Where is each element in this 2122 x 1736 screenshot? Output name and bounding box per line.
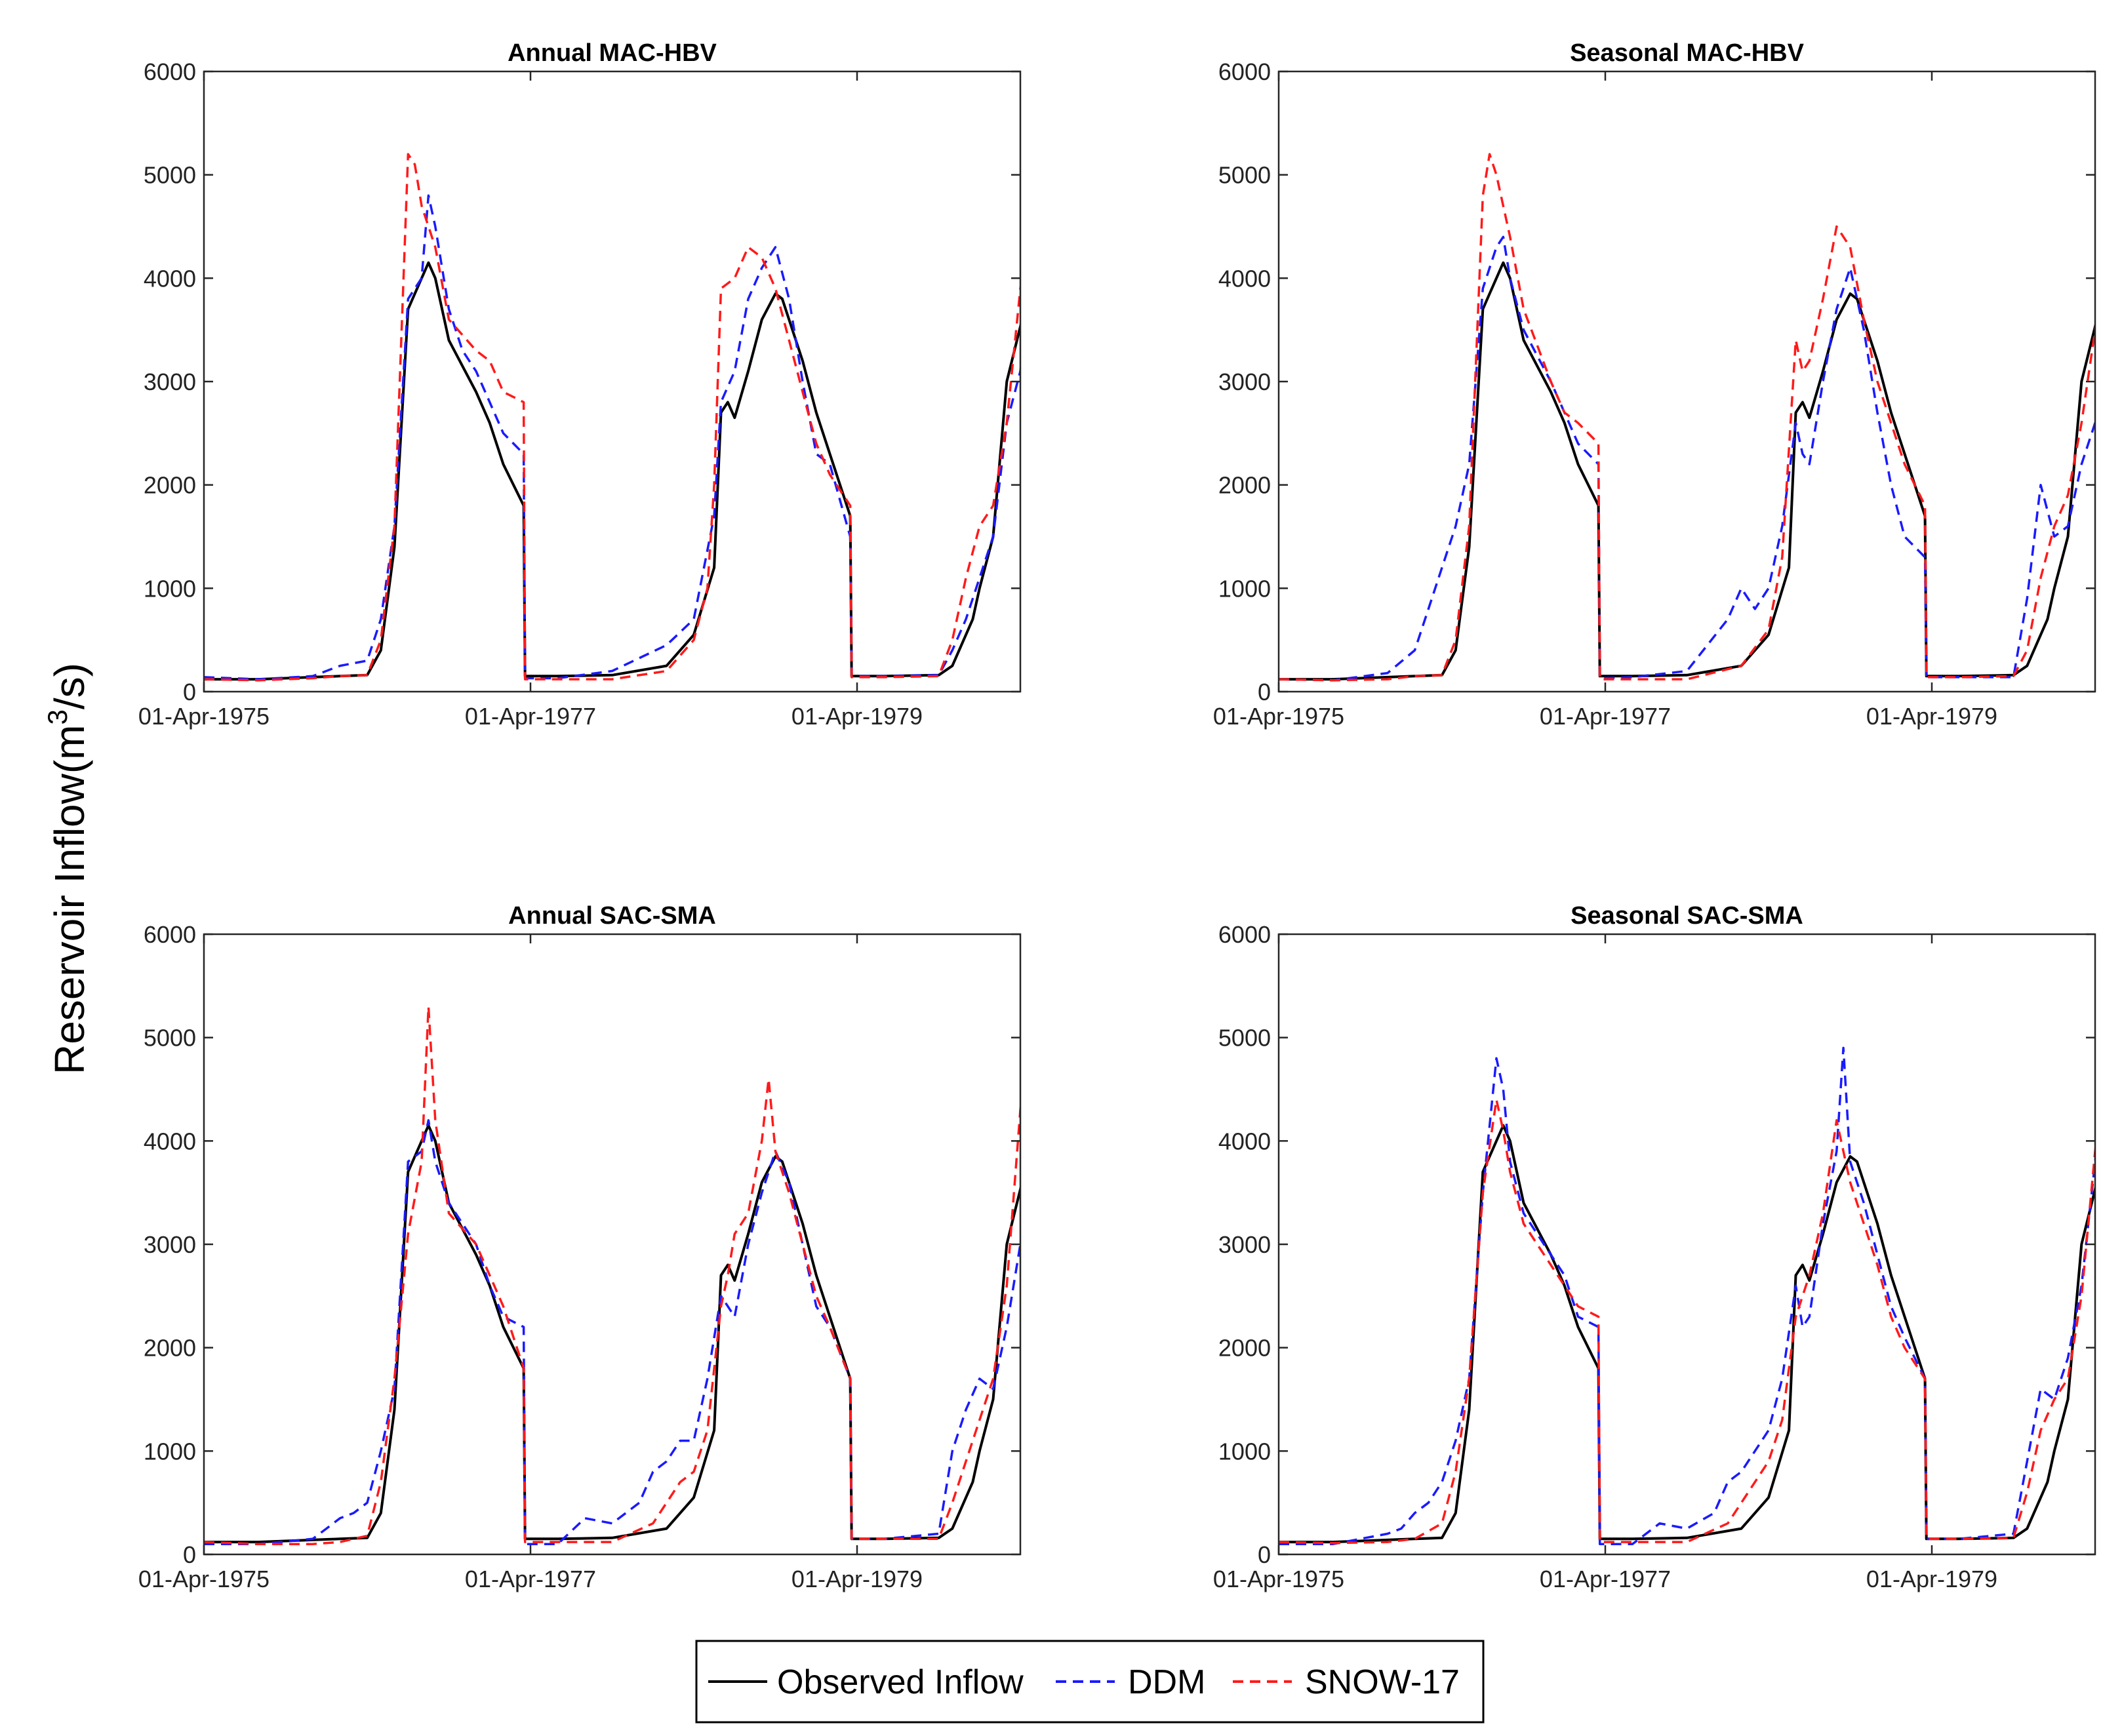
panel-seasonal-mac-hbv: 0 1000 2000 3000 4000 5000 6000 01-Apr-1975 01-A…: [1213, 39, 2096, 730]
y-tick-label: 4000: [144, 265, 196, 292]
legend: Observed Inflow DDM SNOW-17: [695, 1640, 1485, 1724]
y-tick-label: 0: [183, 679, 196, 705]
series-line-ddm-seasonal-mac-hbv: [1279, 235, 2095, 682]
panel-annual-sac-sma: 0 1000 2000 3000 4000 5000 6000 01-Apr-1975 01-A…: [138, 902, 1022, 1592]
y-tick-label: 5000: [1218, 162, 1271, 189]
y-tick-label: 3000: [144, 1231, 196, 1258]
series-line-snow-17-annual-mac-hbv: [204, 153, 1020, 682]
plot-area-seasonal-mac-hbv: [1279, 71, 2095, 692]
panel-seasonal-sac-sma: 0 1000 2000 3000 4000 5000 6000 01-Apr-1975 01-A…: [1213, 902, 2096, 1592]
y-tick-label: 1000: [144, 1438, 196, 1465]
y-tick-label: 1000: [144, 575, 196, 602]
y-axis-label: Reservoir Inflow(m3/s): [42, 663, 93, 1075]
y-axis-label-sup: 3: [42, 709, 73, 724]
x-tick-label: 01-Apr-1979: [1866, 703, 1997, 730]
series-line-observed-inflow-annual-mac-hbv: [204, 261, 1020, 681]
x-tick-label: 01-Apr-1979: [791, 1566, 923, 1592]
y-tick-label: 0: [1258, 679, 1271, 705]
y-tick-label: 5000: [144, 1025, 196, 1052]
series-group-seasonal-sac-sma: [1279, 1046, 2095, 1545]
chart-title-annual-mac-hbv: Annual MAC-HBV: [508, 39, 717, 67]
chart-title-seasonal-mac-hbv: Seasonal MAC-HBV: [1570, 39, 1804, 67]
y-tick-label: 0: [1258, 1541, 1271, 1568]
y-tick-label: 6000: [144, 58, 196, 85]
x-tick-label: 01-Apr-1975: [1213, 703, 1344, 730]
y-axis-label-end: /s): [46, 663, 93, 709]
x-tick-label: 01-Apr-1975: [138, 703, 270, 730]
plot-area-seasonal-sac-sma: [1279, 934, 2095, 1554]
x-tick-label: 01-Apr-1977: [1540, 703, 1671, 730]
y-tick-label: 3000: [1218, 368, 1271, 395]
y-tick-label: 2000: [1218, 1335, 1271, 1362]
series-group-annual-sac-sma: [204, 1005, 1020, 1545]
y-tick-label: 4000: [144, 1128, 196, 1154]
legend-label-snow17: SNOW-17: [1305, 1663, 1460, 1701]
y-axis-label-main: Reservoir Inflow(m: [46, 725, 93, 1075]
y-tick-label: 6000: [144, 921, 196, 948]
y-tick-label: 3000: [1218, 1231, 1271, 1258]
y-tick-label: 5000: [1218, 1025, 1271, 1052]
y-tick-label: 3000: [144, 368, 196, 395]
series-line-observed-inflow-seasonal-sac-sma: [1279, 1124, 2095, 1544]
x-tick-label: 01-Apr-1977: [465, 703, 596, 730]
plot-area-annual-sac-sma: [204, 934, 1020, 1554]
series-group-seasonal-mac-hbv: [1279, 153, 2095, 682]
series-line-snow-17-seasonal-mac-hbv: [1279, 153, 2095, 682]
y-tick-label: 4000: [1218, 265, 1271, 292]
y-tick-label: 2000: [144, 1335, 196, 1362]
x-tick-label: 01-Apr-1979: [791, 703, 923, 730]
y-tick-label: 2000: [144, 472, 196, 499]
plot-area-annual-mac-hbv: [204, 71, 1020, 692]
x-tick-label: 01-Apr-1979: [1866, 1566, 1997, 1592]
legend-label-observed: Observed Inflow: [777, 1663, 1024, 1701]
y-tick-label: 6000: [1218, 921, 1271, 948]
x-tick-label: 01-Apr-1975: [1213, 1566, 1344, 1592]
chart-title-seasonal-sac-sma: Seasonal SAC-SMA: [1571, 902, 1803, 930]
series-line-observed-inflow-seasonal-mac-hbv: [1279, 261, 2095, 681]
series-line-snow-17-annual-sac-sma: [204, 1005, 1020, 1545]
x-tick-label: 01-Apr-1977: [1540, 1566, 1671, 1592]
series-line-observed-inflow-annual-sac-sma: [204, 1124, 1020, 1544]
series-group-annual-mac-hbv: [204, 153, 1020, 682]
y-tick-label: 6000: [1218, 58, 1271, 85]
legend-label-ddm: DDM: [1128, 1663, 1205, 1701]
series-line-ddm-annual-sac-sma: [204, 1119, 1020, 1545]
x-tick-label: 01-Apr-1975: [138, 1566, 270, 1592]
series-line-snow-17-seasonal-sac-sma: [1279, 1098, 2095, 1545]
y-tick-label: 1000: [1218, 575, 1271, 602]
y-tick-label: 0: [183, 1541, 196, 1568]
y-tick-label: 1000: [1218, 1438, 1271, 1465]
y-tick-label: 4000: [1218, 1128, 1271, 1154]
chart-title-annual-sac-sma: Annual SAC-SMA: [508, 902, 716, 930]
y-tick-label: 5000: [144, 162, 196, 189]
x-tick-label: 01-Apr-1977: [465, 1566, 596, 1592]
series-line-ddm-seasonal-sac-sma: [1279, 1046, 2095, 1545]
panels: 0 1000 2000 3000 4000 5000 6000 01-Apr-1975 01-A…: [138, 39, 2096, 1592]
panel-annual-mac-hbv: 0 1000 2000 3000 4000 5000 6000 01-Apr-1975 01-A…: [138, 39, 1022, 730]
y-tick-label: 2000: [1218, 472, 1271, 499]
